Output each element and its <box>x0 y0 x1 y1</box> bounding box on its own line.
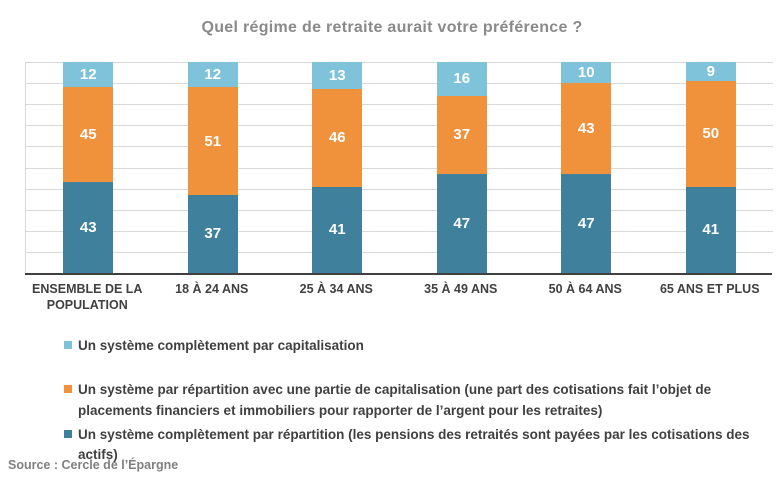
gridline <box>26 167 773 169</box>
bar-value-label: 47 <box>453 214 471 232</box>
bar-value-label: 41 <box>702 221 720 239</box>
gridline <box>26 251 773 253</box>
legend-item-capitalisation: Un système complètement par capitalisati… <box>64 336 756 356</box>
plot-columns: 12 45 43 12 51 37 13 46 41 16 37 47 10 43 47 9 50 41 <box>26 62 773 273</box>
bar-value-label: 46 <box>328 129 346 147</box>
legend-label: Un système par répartition avec une part… <box>78 382 712 418</box>
bar-segment: 9 <box>685 62 736 81</box>
gridline <box>26 209 773 211</box>
bar-value-label: 37 <box>204 225 222 243</box>
bar-value-label: 12 <box>204 66 222 84</box>
chart-title: Quel régime de retraite aurait votre pré… <box>201 19 583 36</box>
plot-area: 12 45 43 12 51 37 13 46 41 16 37 47 10 43 47 9 50 41 <box>25 62 773 273</box>
x-axis-label: ENSEMBLE DE LA POPULATION <box>32 282 143 313</box>
bar-segment: 50 <box>685 81 736 187</box>
bar-segment: 47 <box>561 173 612 273</box>
bar-segment: 10 <box>561 62 612 84</box>
bar-segment: 43 <box>561 83 612 174</box>
bar-segment: 51 <box>187 87 238 195</box>
legend-marker <box>64 385 72 394</box>
x-axis-label: 65 ANS ET PLUS <box>659 282 760 296</box>
x-axis-line <box>25 273 772 275</box>
bar-column: 12 51 37 <box>151 62 276 273</box>
bar-column: 12 45 43 <box>26 62 151 273</box>
bar-value-label: 9 <box>706 63 715 80</box>
bar-segment: 41 <box>685 186 736 273</box>
bar-value-label: 16 <box>453 70 471 88</box>
stacked-bar: 9 50 41 <box>685 62 736 273</box>
bar-value-label: 43 <box>79 219 97 237</box>
x-axis-label: 50 À 64 ANS <box>548 282 622 296</box>
bar-segment: 37 <box>187 194 238 273</box>
legend-marker <box>64 429 72 438</box>
bar-column: 10 43 47 <box>524 62 649 273</box>
x-axis-labels: ENSEMBLE DE LA POPULATION 18 À 24 ANS 25 À… <box>25 281 772 314</box>
bar-value-label: 12 <box>79 66 97 84</box>
bar-column: 9 50 41 <box>649 62 774 273</box>
gridline <box>26 230 773 232</box>
legend: Un système complètement par capitalisati… <box>64 336 756 465</box>
stacked-bar: 12 45 43 <box>63 62 114 273</box>
bar-segment: 46 <box>312 89 363 187</box>
bar-segment: 41 <box>312 186 363 273</box>
gridline <box>26 146 773 148</box>
bar-segment: 12 <box>187 62 238 88</box>
stacked-bar: 10 43 47 <box>561 62 612 273</box>
bar-column: 16 37 47 <box>400 62 525 273</box>
bar-value-label: 41 <box>328 221 346 239</box>
legend-item-mixte: Un système par répartition avec une part… <box>64 380 756 421</box>
stacked-bar: 13 46 41 <box>312 62 363 273</box>
bar-value-label: 43 <box>577 119 595 137</box>
bar-segment: 43 <box>63 182 114 273</box>
legend-marker <box>64 341 72 349</box>
bar-segment: 12 <box>63 62 114 88</box>
stacked-bar: 16 37 47 <box>436 62 487 273</box>
bar-segment: 16 <box>436 62 487 96</box>
source-caption: Source : Cercle de l’Épargne <box>8 458 179 472</box>
x-axis-label: 35 À 49 ANS <box>424 282 498 296</box>
bar-value-label: 45 <box>79 126 97 144</box>
bar-value-label: 51 <box>204 132 222 150</box>
bar-value-label: 13 <box>328 67 346 85</box>
bar-segment: 45 <box>63 87 114 183</box>
x-axis-label: 25 À 34 ANS <box>299 282 373 296</box>
gridline <box>26 104 773 106</box>
bar-segment: 13 <box>312 62 363 90</box>
legend-item-repartition: Un système complètement par répartition … <box>64 425 756 466</box>
gridline <box>26 83 773 85</box>
stacked-bar: 12 51 37 <box>187 62 238 273</box>
bar-segment: 47 <box>436 173 487 273</box>
gridline <box>26 62 773 63</box>
bar-value-label: 50 <box>702 125 720 143</box>
gridline <box>26 188 773 190</box>
bar-value-label: 47 <box>577 214 595 232</box>
bar-value-label: 10 <box>577 64 595 82</box>
bar-column: 13 46 41 <box>275 62 400 273</box>
legend-label: Un système complètement par capitalisati… <box>78 338 364 353</box>
legend-label: Un système complètement par répartition … <box>78 426 750 462</box>
bar-segment: 37 <box>436 95 487 174</box>
x-axis-label: 18 À 24 ANS <box>175 282 249 296</box>
bar-value-label: 37 <box>453 126 471 144</box>
gridline <box>26 125 773 127</box>
